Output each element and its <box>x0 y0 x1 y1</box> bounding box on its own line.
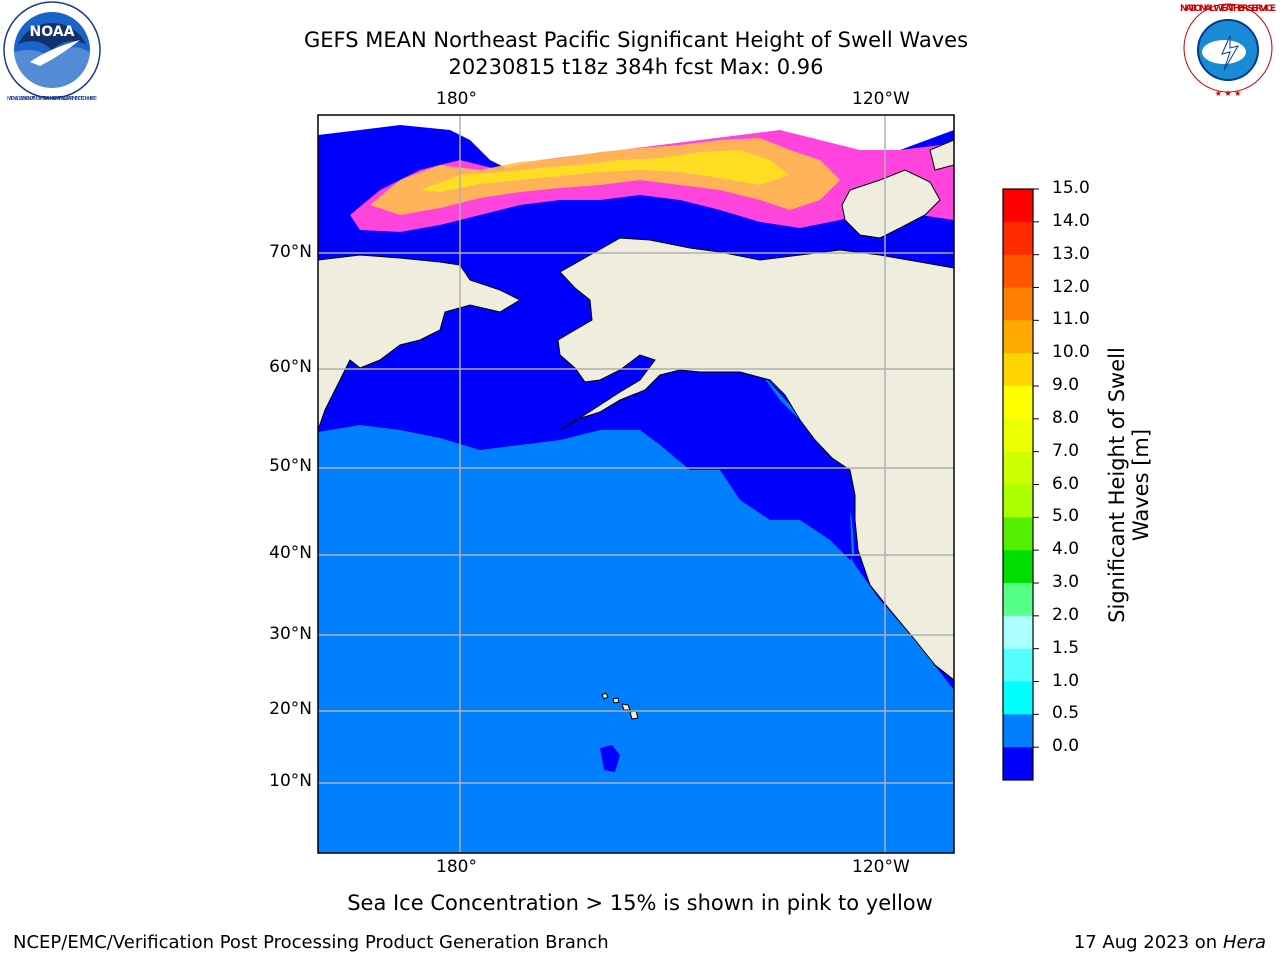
nws-stars-icon: ★ ★ ★ <box>1215 89 1242 98</box>
colorbar-tick-label: 9.0 <box>1052 375 1080 395</box>
colorbar-segment <box>1003 550 1033 584</box>
nws-ring-text: NATIONAL WEATHER SERVICE <box>1180 4 1276 14</box>
map-subtitle: 20230815 t18z 384h fcst Max: 0.96 <box>448 55 824 79</box>
land-arctic-island-2 <box>929 139 954 171</box>
island-low-swell <box>600 745 620 772</box>
colorbar-segment <box>1003 681 1033 715</box>
land-siberia <box>318 254 522 431</box>
lon-label-top-120w: 120°W <box>852 89 910 109</box>
colorbar-segment <box>1003 747 1033 781</box>
colorbar-segment <box>1003 615 1033 650</box>
map-area <box>318 115 954 853</box>
footer-date: 17 Aug 2023 on Hera <box>1074 932 1266 953</box>
colorbar-tick-label: 10.0 <box>1052 342 1090 363</box>
colorbar-tick-label: 4.0 <box>1052 539 1080 560</box>
footer-date-text: 17 Aug 2023 on <box>1073 932 1218 953</box>
colorbar-segment <box>1003 484 1033 518</box>
colorbar-tick-label: 1.0 <box>1052 670 1080 691</box>
colorbar-segment <box>1003 517 1033 551</box>
lat-label-30n: 30°N <box>269 624 312 644</box>
lon-label-bottom-120w: 120°W <box>852 857 910 877</box>
lat-label-40n: 40°N <box>269 543 312 563</box>
colorbar-segment <box>1003 287 1033 321</box>
colorbar-tick-label: 0.5 <box>1052 703 1080 724</box>
lat-label-20n: 20°N <box>269 699 312 719</box>
lat-label-10n: 10°N <box>269 771 312 791</box>
colorbar-segment <box>1003 254 1033 288</box>
land-hawaii <box>601 692 639 720</box>
lon-label-top-180: 180° <box>436 89 477 109</box>
colorbar-tick-label: 8.0 <box>1052 407 1080 428</box>
colorbar-tick-label: 0.0 <box>1052 736 1080 757</box>
colorbar <box>1003 189 1033 781</box>
colorbar-segment <box>1003 189 1033 223</box>
land-arctic-islands <box>841 169 941 239</box>
colorbar-segment <box>1003 386 1033 420</box>
colorbar-tick-label: 1.5 <box>1052 637 1080 658</box>
lat-label-70n: 70°N <box>269 242 312 262</box>
lat-label-50n: 50°N <box>269 456 312 476</box>
map-gridlines <box>318 115 954 853</box>
colorbar-segment <box>1003 583 1033 617</box>
colorbar-segment <box>1003 714 1033 748</box>
colorbar-tick-label: 6.0 <box>1052 473 1080 494</box>
noaa-logo-text: NOAA <box>30 24 75 40</box>
colorbar-tick-label: 11.0 <box>1052 309 1090 330</box>
colorbar-segment <box>1003 648 1033 682</box>
colorbar-segment <box>1003 451 1033 485</box>
colorbar-tick-label: 3.0 <box>1052 572 1080 592</box>
noaa-logo: NOAA NATIONAL OCEANIC AND ATMOSPHERIC AD… <box>3 1 101 102</box>
colorbar-label: Significant Height of Swell Waves [m] <box>1105 285 1153 685</box>
map-title: GEFS MEAN Northeast Pacific Significant … <box>303 28 969 52</box>
lat-label-60n: 60°N <box>269 357 312 377</box>
colorbar-tick-label: 14.0 <box>1052 210 1090 231</box>
lon-label-bottom-180: 180° <box>436 857 477 877</box>
nws-logo: NATIONAL WEATHER SERVICE ★ ★ ★ <box>1180 3 1276 98</box>
colorbar-segment <box>1003 418 1033 453</box>
colorbar-tick-label: 12.0 <box>1052 276 1090 297</box>
noaa-ring-text: NATIONAL OCEANIC AND ATMOSPHERIC ADMINIS… <box>7 96 97 102</box>
colorbar-tick-label: 15.0 <box>1052 178 1090 198</box>
sea-ice-yellow <box>420 150 790 192</box>
colorbar-ticks <box>1033 188 1039 748</box>
footer-branch: NCEP/EMC/Verification Post Processing Pr… <box>13 932 609 953</box>
colorbar-tick-label: 7.0 <box>1052 440 1080 461</box>
colorbar-tick-label: 13.0 <box>1052 243 1090 264</box>
colorbar-segment <box>1003 221 1033 256</box>
colorbar-tick-label: 2.0 <box>1052 604 1080 625</box>
colorbar-tick-label: 5.0 <box>1052 506 1080 527</box>
caption: Sea Ice Concentration > 15% is shown in … <box>347 891 933 915</box>
colorbar-label-line1: Significant Height of Swell <box>1105 347 1129 623</box>
colorbar-segment <box>1003 320 1033 354</box>
map-frame <box>317 114 955 854</box>
colorbar-label-line2: Waves [m] <box>1129 428 1153 542</box>
footer-machine: Hera <box>1222 932 1266 953</box>
colorbar-segment <box>1003 353 1033 387</box>
